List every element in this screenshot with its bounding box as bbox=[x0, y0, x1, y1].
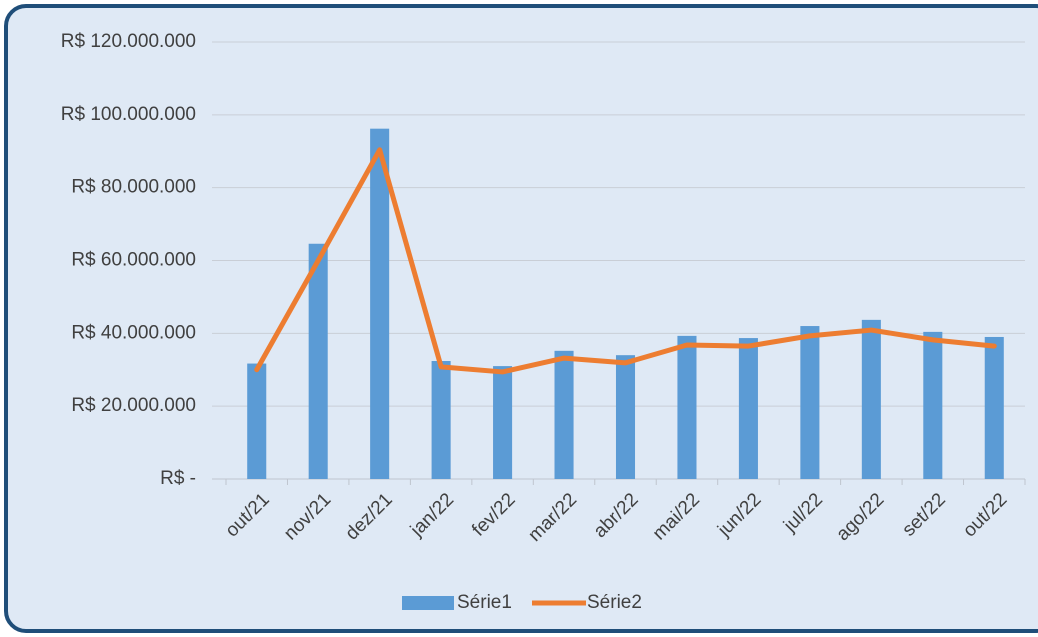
bar bbox=[677, 335, 697, 479]
y-tick-label: R$ 80.000.000 bbox=[71, 177, 196, 198]
legend-label: Série2 bbox=[587, 592, 642, 613]
chart-frame bbox=[4, 4, 1038, 633]
y-tick-label: R$ - bbox=[160, 468, 196, 489]
bar bbox=[493, 366, 513, 479]
y-tick-label: R$ 20.000.000 bbox=[71, 395, 196, 416]
y-tick-label: R$ 120.000.000 bbox=[61, 31, 196, 52]
bar bbox=[308, 243, 328, 479]
y-tick-label: R$ 100.000.000 bbox=[61, 104, 196, 125]
line bbox=[254, 147, 997, 375]
bar bbox=[800, 326, 820, 479]
bar bbox=[370, 128, 390, 479]
bar bbox=[984, 336, 1004, 479]
y-tick-label: R$ 40.000.000 bbox=[71, 322, 196, 343]
bar bbox=[431, 361, 451, 479]
bar bbox=[923, 331, 943, 479]
legend-swatch bbox=[402, 596, 454, 610]
bar bbox=[861, 319, 881, 479]
bar bbox=[615, 355, 636, 479]
bar bbox=[247, 363, 267, 479]
bar bbox=[554, 350, 574, 479]
legend-label: Série1 bbox=[457, 592, 512, 613]
y-tick-label: R$ 60.000.000 bbox=[71, 250, 196, 271]
bar bbox=[738, 338, 758, 479]
